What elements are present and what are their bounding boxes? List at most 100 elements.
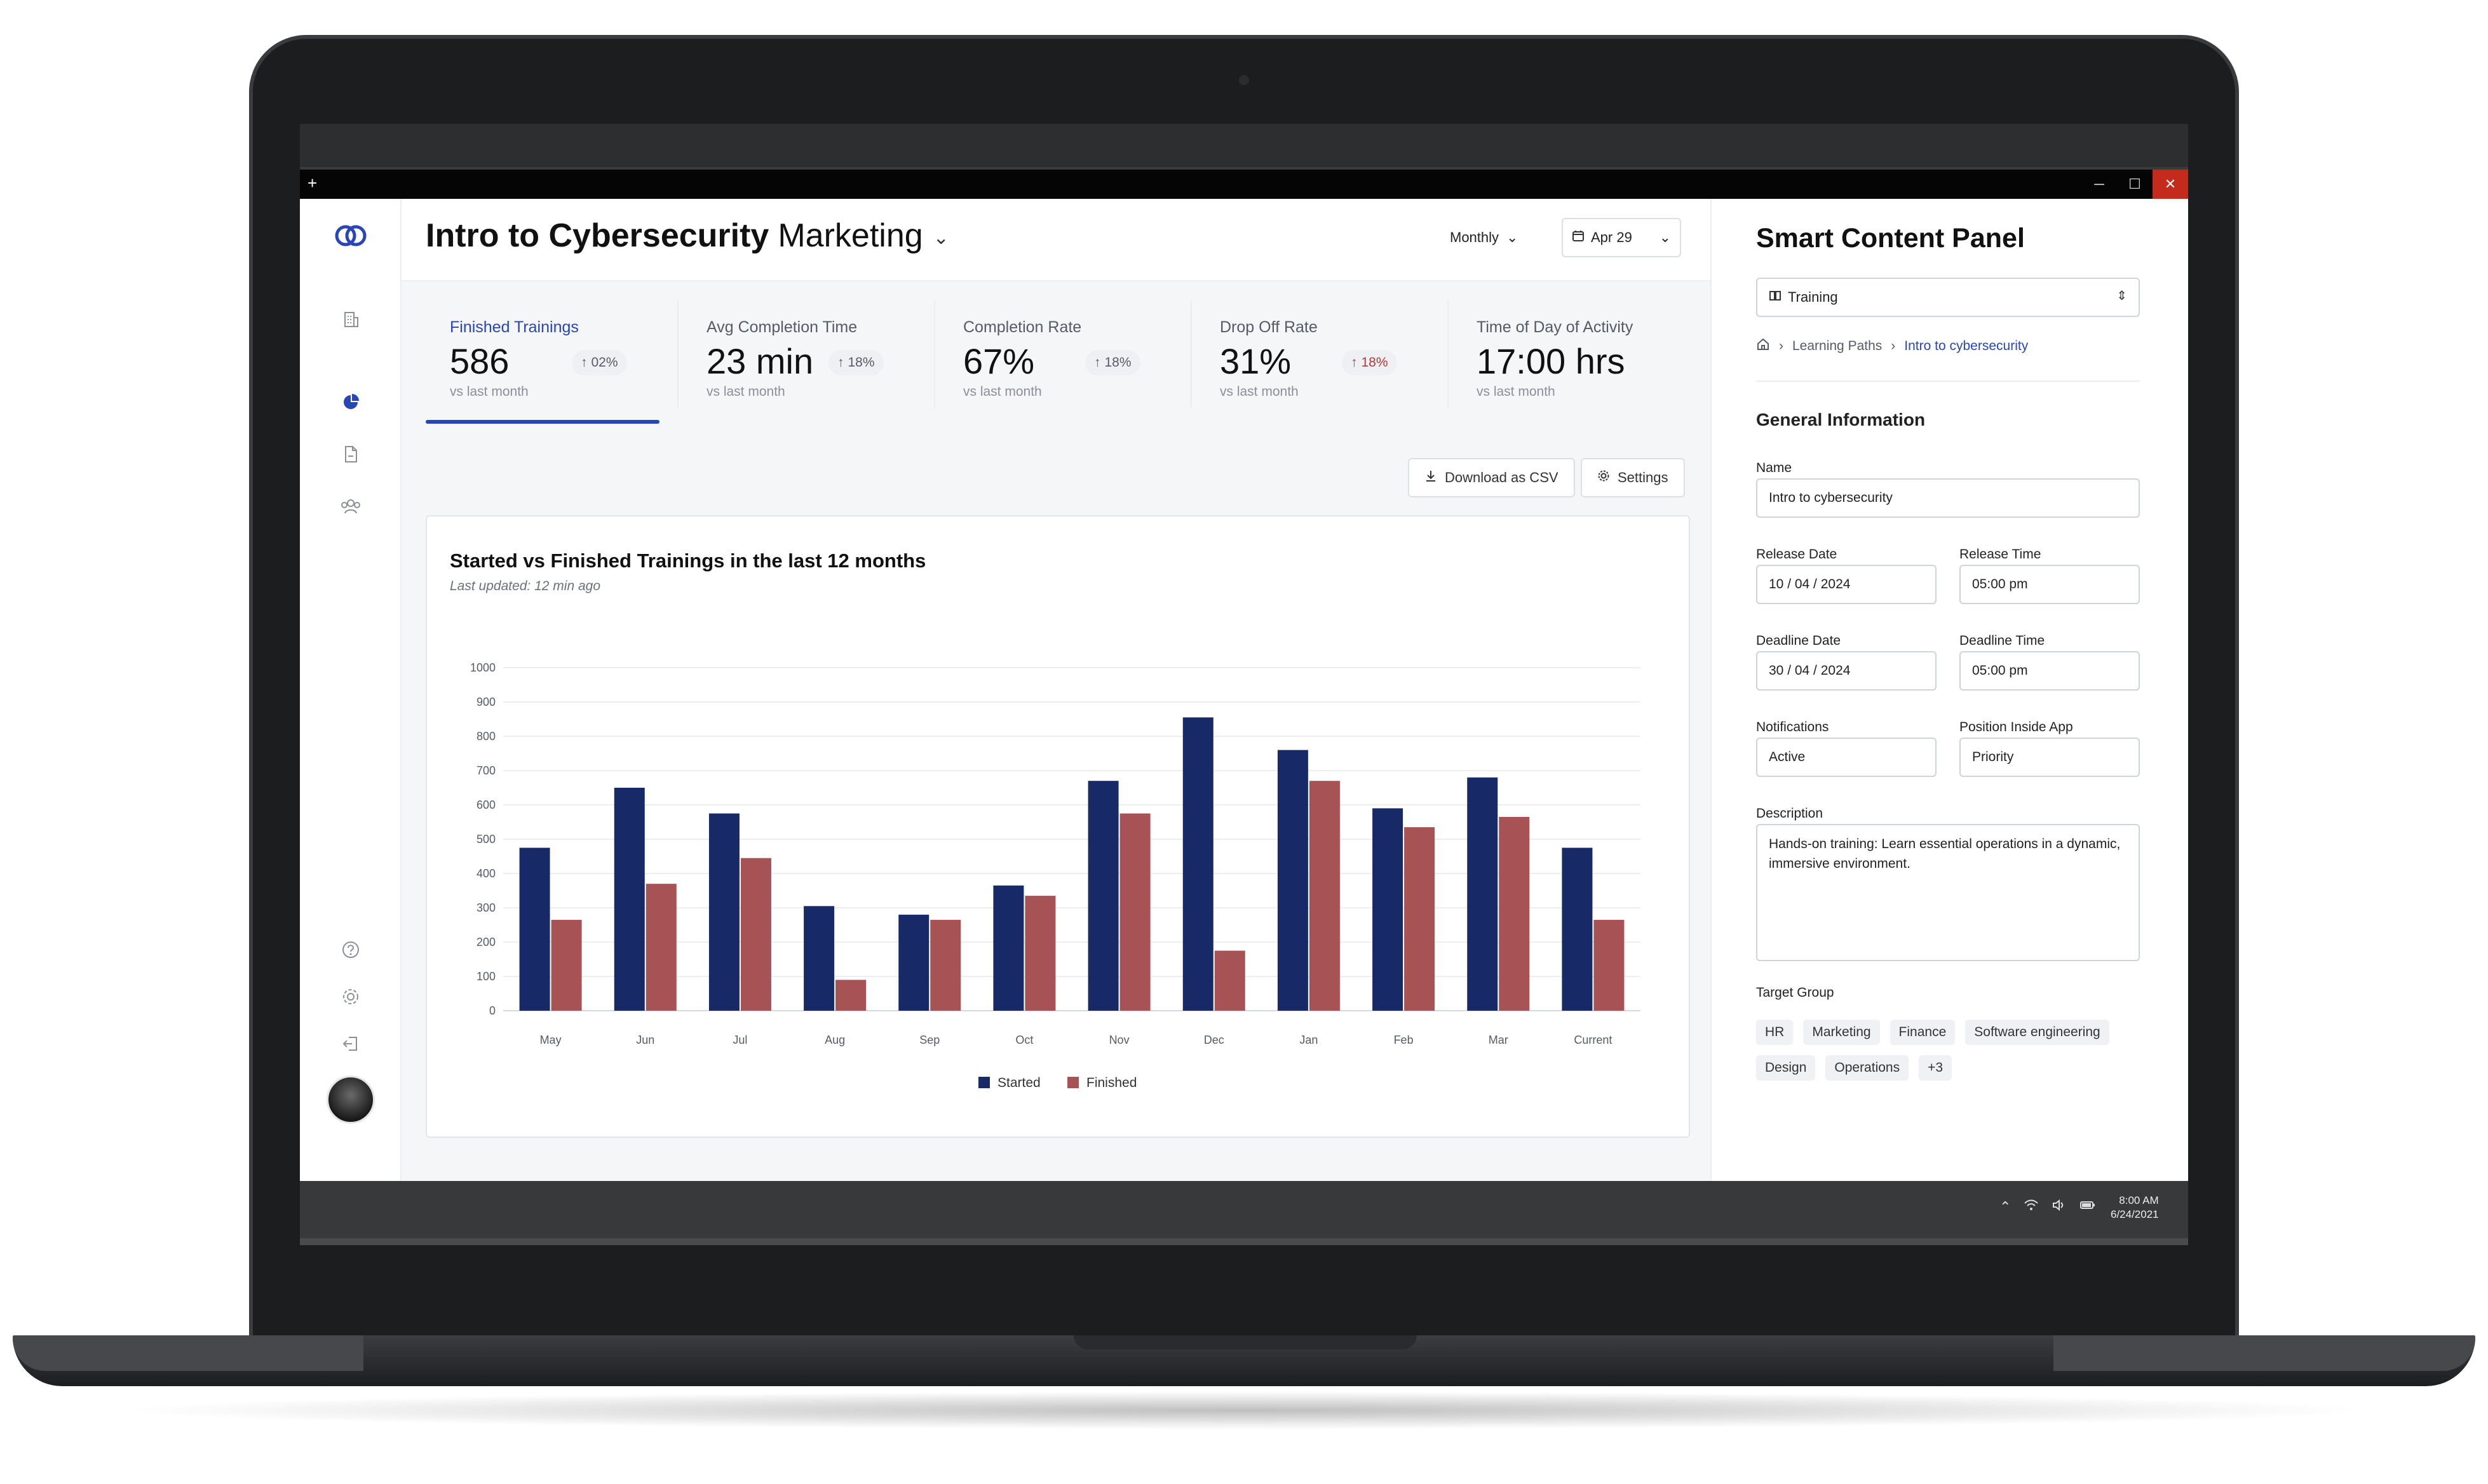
date-select[interactable]: Apr 29 ⌄ — [1562, 218, 1681, 257]
chevron-down-icon[interactable]: ⌄ — [933, 227, 949, 248]
section-title: General Information — [1756, 410, 1926, 429]
bar-finished — [1309, 781, 1340, 1011]
window-title-bar: + ─ ☐ ✕ — [300, 170, 2188, 199]
speaker-icon[interactable] — [2052, 1199, 2067, 1215]
document-icon[interactable] — [338, 442, 363, 467]
kpi-completion-rate[interactable]: Completion Rate 67% vs last month ↑ 18% — [939, 281, 1174, 422]
kpi-value: 23 min — [707, 341, 814, 381]
bar-started — [1372, 808, 1403, 1011]
kpi-drop-off-rate[interactable]: Drop Off Rate 31% vs last month ↑ 18% — [1196, 281, 1431, 422]
x-tick-label: Aug — [825, 1034, 845, 1046]
close-button[interactable]: ✕ — [2153, 170, 2188, 199]
bar-finished — [1404, 827, 1435, 1011]
download-csv-label: Download as CSV — [1445, 469, 1558, 485]
x-tick-label: Mar — [1489, 1034, 1508, 1046]
logout-icon[interactable] — [338, 1031, 363, 1056]
screen: + ─ ☐ ✕ — [300, 124, 2188, 1245]
deadline-time-field[interactable]: 05:00 pm — [1959, 651, 2140, 691]
taskbar: ⌃ 8:00 AM 6/24/2021 — [300, 1181, 2188, 1238]
period-select[interactable]: Monthly ⌄ — [1450, 218, 1518, 257]
avatar[interactable] — [327, 1076, 375, 1124]
trend-badge: ↑ 18% — [1342, 350, 1397, 375]
chevron-right-icon: › — [1779, 339, 1783, 353]
position-label: Position Inside App — [1959, 720, 2073, 734]
tag-hr[interactable]: HR — [1756, 1020, 1794, 1045]
help-icon[interactable] — [338, 937, 363, 962]
download-csv-button[interactable]: Download as CSV — [1408, 458, 1575, 497]
date-select-value: Apr 29 — [1591, 229, 1632, 245]
bar-started — [1277, 750, 1308, 1011]
name-field[interactable]: Intro to cybersecurity — [1756, 478, 2140, 518]
kpi-sub: vs last month — [1220, 384, 1299, 399]
release-date-label: Release Date — [1756, 547, 1837, 562]
y-tick-label: 700 — [477, 764, 496, 777]
kpi-value: 17:00 hrs — [1477, 341, 1625, 381]
bar-finished — [740, 858, 771, 1011]
minimize-button[interactable]: ─ — [2094, 176, 2104, 192]
release-time-field[interactable]: 05:00 pm — [1959, 565, 2140, 604]
tray-icons: ⌃ — [1999, 1199, 2096, 1215]
screen-bottom-bezel — [300, 1238, 2188, 1245]
x-tick-label: Oct — [1015, 1034, 1033, 1046]
tag-software-engineering[interactable]: Software engineering — [1965, 1020, 2109, 1045]
kpi-time-of-day[interactable]: Time of Day of Activity 17:00 hrs vs las… — [1452, 281, 1687, 422]
breadcrumb-current[interactable]: Intro to cybersecurity — [1904, 339, 2029, 353]
trend-badge: ↑ 18% — [828, 350, 884, 375]
chevron-up-icon[interactable]: ⌃ — [1999, 1199, 2011, 1215]
deadline-date-field[interactable]: 30 / 04 / 2024 — [1756, 651, 1937, 691]
tag-design[interactable]: Design — [1756, 1055, 1816, 1081]
kpi-row: Finished Trainings 586 vs last month ↑ 02… — [426, 281, 1684, 428]
pie-chart-icon[interactable] — [338, 389, 363, 415]
bar-finished — [646, 884, 677, 1011]
tag-more[interactable]: +3 — [1919, 1055, 1952, 1081]
y-tick-label: 400 — [477, 867, 496, 880]
y-tick-label: 0 — [489, 1004, 496, 1017]
home-icon[interactable] — [1756, 337, 1770, 355]
content-type-select[interactable]: Training ⇕ — [1756, 278, 2140, 317]
y-tick-label: 1000 — [470, 661, 496, 674]
kpi-value: 31% — [1220, 341, 1292, 381]
page-title-subtitle: Marketing — [778, 217, 923, 254]
taskbar-clock[interactable]: 8:00 AM 6/24/2021 — [2111, 1194, 2159, 1222]
tag-operations[interactable]: Operations — [1825, 1055, 1909, 1081]
gear-icon[interactable] — [338, 984, 363, 1009]
kpi-finished-trainings[interactable]: Finished Trainings 586 vs last month ↑ 02… — [426, 281, 661, 422]
y-tick-label: 900 — [477, 696, 496, 708]
x-tick-label: Current — [1574, 1034, 1612, 1046]
target-group-label: Target Group — [1756, 985, 1834, 1000]
notifications-field[interactable]: Active — [1756, 738, 1937, 777]
position-field[interactable]: Priority — [1959, 738, 2140, 777]
bar-finished — [1025, 896, 1056, 1011]
chart-last-updated: Last updated: 12 min ago — [450, 579, 601, 593]
download-icon — [1424, 469, 1437, 486]
users-icon[interactable] — [338, 494, 363, 519]
bar-finished — [930, 919, 961, 1011]
y-tick-label: 100 — [477, 970, 496, 983]
tag-finance[interactable]: Finance — [1890, 1020, 1956, 1045]
calendar-icon — [1572, 229, 1585, 246]
page-title[interactable]: Intro to Cybersecurity Marketing ⌄ — [426, 217, 949, 255]
release-date-field[interactable]: 10 / 04 / 2024 — [1756, 565, 1937, 604]
maximize-button[interactable]: ☐ — [2128, 176, 2141, 192]
breadcrumb-learning-paths[interactable]: Learning Paths — [1792, 339, 1883, 353]
building-icon[interactable] — [338, 307, 363, 332]
settings-button[interactable]: Settings — [1581, 458, 1685, 497]
battery-icon[interactable] — [2079, 1199, 2096, 1215]
y-tick-label: 300 — [477, 901, 496, 914]
panel-divider — [1756, 381, 2140, 382]
y-tick-label: 500 — [477, 833, 496, 846]
bar-finished — [551, 919, 582, 1011]
kpi-label: Avg Completion Time — [707, 318, 858, 336]
tag-marketing[interactable]: Marketing — [1803, 1020, 1880, 1045]
description-textarea[interactable]: Hands-on training: Learn essential opera… — [1756, 824, 2140, 961]
legend-swatch-started — [978, 1077, 990, 1088]
kpi-avg-completion-time[interactable]: Avg Completion Time 23 min vs last month… — [682, 281, 917, 422]
wifi-icon[interactable] — [2024, 1199, 2039, 1215]
brand-logo-icon[interactable] — [333, 223, 368, 248]
trend-badge: ↑ 18% — [1085, 350, 1140, 375]
legend-label-started: Started — [997, 1076, 1041, 1090]
kpi-sub: vs last month — [707, 384, 785, 399]
new-tab-button[interactable]: + — [308, 173, 318, 192]
kpi-value: 586 — [450, 341, 510, 381]
bar-started — [708, 813, 740, 1011]
